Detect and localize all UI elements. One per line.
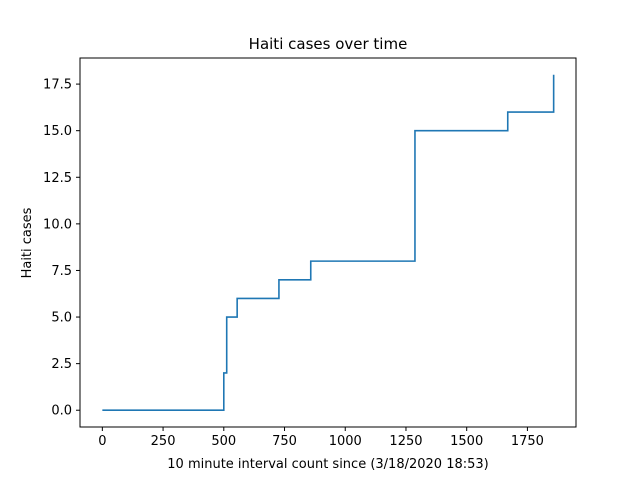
series-line [102,74,555,412]
y-tick-label: 7.5 [51,264,72,279]
series-layer [102,74,555,412]
y-axis-ticks: 0.0 2.5 5.0 7.5 10.0 12.5 15.0 17.5 [43,78,80,419]
y-tick-label: 5.0 [51,311,72,326]
x-tick-label: 500 [211,434,236,449]
x-tick-label: 1250 [389,434,422,449]
y-tick-label: 12.5 [43,171,72,186]
y-tick-label: 10.0 [43,217,72,232]
x-tick-label: 250 [151,434,176,449]
x-tick-label: 1750 [511,434,544,449]
y-tick-label: 17.5 [43,78,72,93]
x-tick-label: 1500 [450,434,483,449]
x-tick-label: 1000 [329,434,362,449]
y-tick-label: 2.5 [51,357,72,372]
x-axis-ticks: 0 250 500 750 1000 1250 1500 1750 [98,427,544,449]
plot-area: 0 250 500 750 1000 1250 1500 1750 0.0 2.5 5.0 7.5 1… [43,57,577,449]
x-tick-label: 750 [272,434,297,449]
y-tick-label: 15.0 [43,124,72,139]
chart-title: Haiti cases over time [249,35,408,53]
y-tick-label: 0.0 [51,404,72,419]
x-tick-label: 0 [98,434,106,449]
axes-frame [79,57,577,428]
x-axis-label: 10 minute interval count since (3/18/202… [167,457,488,472]
y-axis-label: Haiti cases [20,207,35,278]
